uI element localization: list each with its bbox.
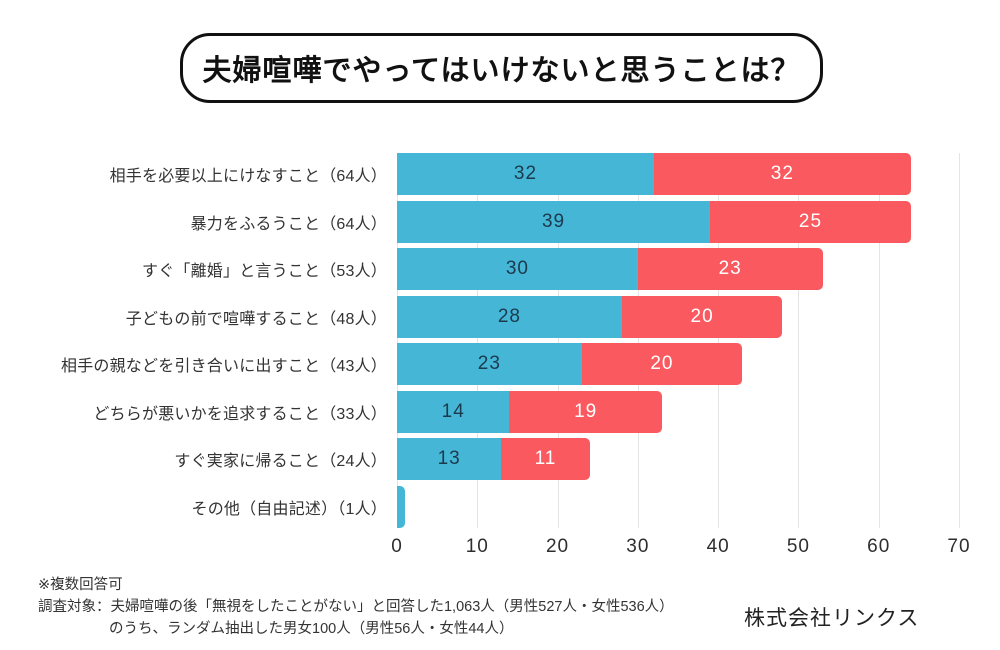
bar-value-label: 23	[718, 258, 742, 279]
bar-value-label: 30	[505, 258, 529, 279]
x-tick-label: 30	[626, 536, 650, 557]
bar-track: 32 32	[397, 153, 911, 195]
bar-segment-blue: 14	[397, 390, 510, 433]
footnote-line: 調査対象：夫婦喧嘩の後「無視をしたことがない」と回答した1,063人（男性527…	[38, 599, 674, 615]
bar-segment-red: 23	[637, 248, 823, 290]
page-title: 夫婦喧嘩でやってはいけないと思うことは？	[202, 55, 801, 87]
bar-track: 13 11	[397, 438, 590, 480]
chart-row: 相手を必要以上にけなすこと（64人） 32 32	[0, 153, 1000, 195]
gridline	[477, 153, 479, 528]
category-label: 暴力をふるうこと（64人）	[190, 215, 387, 233]
category-label: すぐ実家に帰ること（24人）	[174, 453, 387, 470]
x-tick-label: 50	[786, 536, 810, 557]
bar-segment-red: 25	[710, 200, 911, 243]
x-tick-label: 70	[947, 536, 971, 557]
gridline	[878, 153, 880, 528]
plot-area	[397, 153, 960, 528]
bar-segment-red: 11	[501, 438, 590, 480]
company-name: 株式会社リンクス	[744, 607, 920, 630]
bar-value-label: 28	[497, 305, 521, 327]
bar-segment-red: 32	[653, 153, 911, 195]
gridline	[959, 153, 960, 528]
bar-track	[397, 485, 406, 528]
chart-row: 暴力をふるうこと（64人） 39 25	[0, 200, 1000, 243]
x-tick-label: 20	[545, 536, 570, 557]
bar-segment-red: 20	[621, 295, 783, 338]
category-label: 相手の親などを引き合いに出すこと（43人）	[61, 358, 387, 375]
chart-row: 相手の親などを引き合いに出すこと（43人） 23 20	[0, 343, 1000, 385]
chart-row: どちらが悪いかを追求すること（33人） 14 19	[0, 390, 1000, 433]
bar-track: 39 25	[397, 200, 911, 243]
bar-segment-red: 19	[509, 390, 662, 433]
bar-value-label: 23	[477, 353, 501, 374]
x-axis: 0 10 20 30 40 50 60 70	[391, 536, 969, 562]
chart-row: その他（自由記述）（1人）	[0, 485, 1000, 528]
bar-segment-blue: 13	[397, 438, 502, 480]
bar-segment-blue: 32	[397, 153, 654, 195]
bar-value-label: 32	[770, 163, 794, 184]
category-label: どちらが悪いかを追求すること（33人）	[93, 405, 387, 423]
x-tick-label: 10	[465, 536, 489, 557]
category-label: すぐ「離婚」と言うこと（53人）	[142, 263, 387, 280]
bar-track: 23 20	[397, 343, 743, 385]
category-label: その他（自由記述）（1人）	[191, 500, 387, 518]
bar-segment-blue: 23	[397, 343, 582, 385]
chart-row: すぐ実家に帰ること（24人） 13 11	[0, 438, 1000, 480]
bar-track: 14 19	[397, 390, 662, 433]
footnote-line: ※複数回答可	[38, 577, 123, 593]
gridline	[557, 153, 559, 528]
bar-value-label: 32	[513, 163, 538, 184]
gridline	[798, 153, 800, 528]
x-tick-label: 0	[391, 536, 403, 557]
bar-value-label: 13	[437, 448, 461, 469]
gridline	[637, 153, 639, 528]
title-box: 夫婦喧嘩でやってはいけないと思うことは？	[180, 33, 823, 103]
x-tick-label: 60	[867, 536, 891, 557]
category-label: 子どもの前で喧嘩すること（48人）	[125, 310, 387, 328]
bar-value-label: 14	[441, 400, 465, 422]
bar-segment-blue: 28	[397, 295, 622, 338]
bar-value-label: 39	[541, 210, 566, 232]
bar-track: 28 20	[397, 295, 783, 338]
stacked-bar-chart: 相手を必要以上にけなすこと（64人） 32 32 暴力をふるうこと（64人） 39 25 す…	[0, 153, 1000, 565]
bar-track: 30 23	[397, 248, 823, 290]
bar-segment-blue: 39	[397, 200, 711, 243]
bar-value-label: 20	[650, 353, 674, 374]
gridline	[397, 153, 398, 528]
bar-segment-blue: 30	[397, 248, 638, 290]
chart-row: 子どもの前で喧嘩すること（48人） 28 20	[0, 295, 1000, 338]
bar-segment-red: 20	[581, 343, 743, 385]
footnote-line: のうち、ランダム抽出した男女100人（男性56人・女性44人）	[109, 621, 514, 637]
bar-segment-blue	[397, 485, 406, 528]
bar-value-label: 11	[534, 448, 557, 469]
bar-value-label: 20	[690, 305, 714, 327]
chart-rows: 相手を必要以上にけなすこと（64人） 32 32 暴力をふるうこと（64人） 39 25 す…	[0, 153, 1000, 533]
bar-value-label: 19	[574, 400, 598, 422]
bar-value-label: 25	[798, 210, 823, 232]
category-label: 相手を必要以上にけなすこと（64人）	[109, 168, 387, 185]
chart-row: すぐ「離婚」と言うこと（53人） 30 23	[0, 248, 1000, 290]
footnotes: ※複数回答可 調査対象：夫婦喧嘩の後「無視をしたことがない」と回答した1,063…	[38, 574, 674, 640]
gridline	[718, 153, 720, 528]
x-tick-label: 40	[706, 536, 730, 557]
